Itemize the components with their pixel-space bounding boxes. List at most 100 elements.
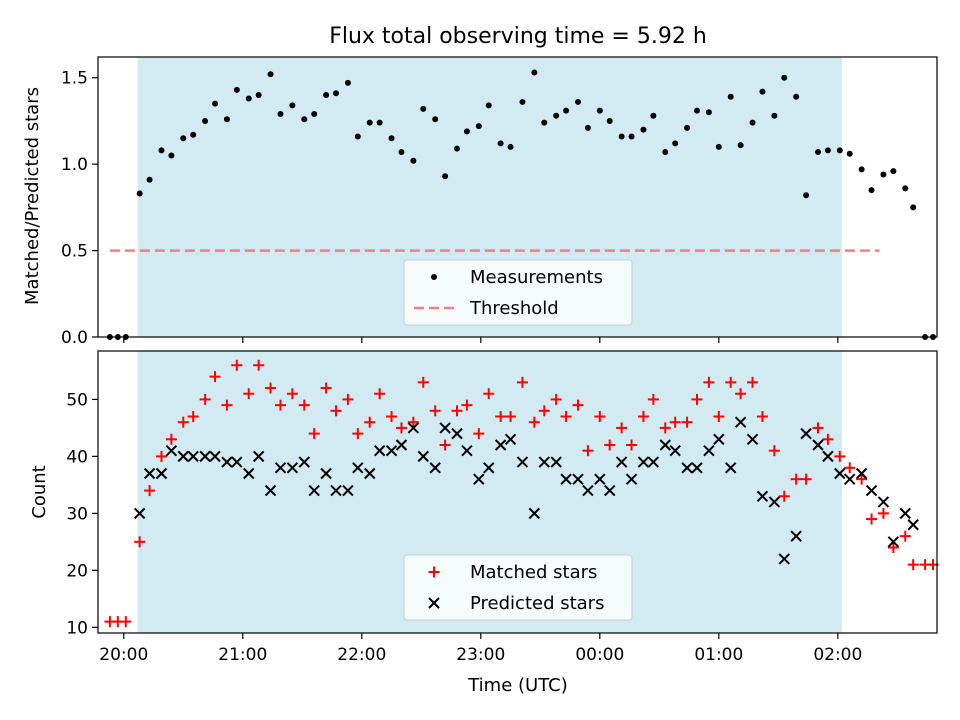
matched-stars-point bbox=[647, 393, 659, 405]
matched-stars-point bbox=[364, 416, 376, 428]
matched-stars-point bbox=[768, 445, 780, 457]
matched-stars-point bbox=[320, 382, 332, 394]
predicted-stars-point bbox=[865, 484, 878, 497]
predicted-stars-point bbox=[844, 473, 856, 485]
top-y-tick-label: 0.0 bbox=[61, 328, 88, 348]
measurements-point bbox=[628, 133, 635, 140]
predicted-stars-point bbox=[907, 519, 919, 531]
x-tick-label: 00:00 bbox=[575, 645, 624, 665]
measurements-point bbox=[136, 190, 143, 197]
measurements-point bbox=[650, 112, 657, 119]
predicted-stars-point bbox=[647, 456, 660, 468]
measurements-point bbox=[880, 171, 887, 178]
predicted-stars-point bbox=[594, 473, 606, 485]
measurements-point bbox=[255, 92, 262, 99]
predicted-stars-point bbox=[734, 416, 747, 428]
matched-stars-point bbox=[407, 416, 419, 428]
predicted-stars-point bbox=[373, 444, 386, 457]
matched-stars-point bbox=[659, 422, 671, 434]
predicted-stars-point bbox=[286, 462, 299, 474]
matched-stars-point bbox=[691, 393, 703, 405]
bottom-y-axis-label: Count bbox=[29, 465, 50, 518]
matched-stars-point bbox=[778, 490, 790, 502]
matched-stars-point bbox=[155, 450, 167, 462]
x-tick-label: 22:00 bbox=[337, 645, 386, 665]
x-tick-label: 23:00 bbox=[456, 645, 505, 665]
predicted-stars-point bbox=[822, 450, 834, 463]
measurements-point bbox=[672, 140, 679, 147]
predicted-stars-point bbox=[439, 422, 451, 434]
measurements-point bbox=[902, 185, 909, 192]
measurements-point bbox=[715, 143, 722, 150]
matched-stars-point bbox=[221, 399, 233, 411]
matched-stars-point bbox=[308, 428, 320, 440]
matched-stars-point bbox=[386, 411, 398, 423]
matched-stars-point bbox=[582, 445, 594, 457]
predicted-stars-point bbox=[417, 450, 429, 463]
predicted-stars-point bbox=[298, 456, 310, 468]
measurements-point bbox=[584, 124, 591, 131]
measurements-point bbox=[824, 147, 831, 154]
x-tick-label: 02:00 bbox=[813, 645, 862, 665]
matched-stars-point bbox=[844, 462, 856, 474]
measurements-point bbox=[245, 95, 252, 102]
measurements-point bbox=[388, 135, 395, 142]
matched-stars-point bbox=[887, 542, 899, 554]
measurements-point bbox=[301, 116, 308, 123]
matched-stars-point bbox=[199, 393, 211, 405]
predicted-stars-point bbox=[877, 496, 890, 508]
measurements-point bbox=[454, 145, 461, 152]
predicted-stars-point bbox=[264, 484, 277, 497]
measurements-point bbox=[541, 119, 548, 126]
matched-stars-point bbox=[899, 530, 911, 542]
matched-stars-point bbox=[528, 416, 540, 428]
measurements-point bbox=[640, 126, 647, 133]
matched-stars-point bbox=[703, 376, 715, 388]
measurements-point bbox=[858, 166, 865, 173]
predicted-stars-point bbox=[572, 473, 584, 485]
predicted-stars-point bbox=[155, 467, 168, 480]
matched-stars-point bbox=[265, 382, 277, 394]
matched-stars-point bbox=[144, 485, 156, 497]
measurements-point bbox=[684, 124, 691, 131]
measurements-point bbox=[354, 133, 361, 140]
measurements-point bbox=[497, 140, 504, 147]
predicted-stars-point bbox=[187, 450, 199, 463]
bottom-y-tick-label: 30 bbox=[66, 504, 88, 524]
measurements-point bbox=[737, 142, 744, 149]
top-y-tick-label: 1.5 bbox=[61, 69, 88, 89]
matched-stars-point bbox=[231, 359, 243, 371]
matched-stars-point bbox=[253, 359, 265, 371]
matched-stars-point bbox=[856, 473, 868, 485]
predicted-stars-point bbox=[669, 444, 681, 457]
measurements-point bbox=[410, 157, 417, 164]
matched-stars-point bbox=[495, 411, 507, 423]
predicted-stars-point bbox=[703, 444, 715, 457]
predicted-stars-point bbox=[395, 439, 408, 451]
measurements-point bbox=[705, 109, 712, 116]
measurements-point bbox=[553, 112, 560, 119]
measurements-point bbox=[267, 71, 274, 78]
measurements-point bbox=[606, 117, 613, 124]
top-y-tick-label: 1.0 bbox=[61, 155, 88, 175]
predicted-stars-point bbox=[582, 484, 594, 497]
matched-stars-point bbox=[461, 399, 473, 411]
top-panel: 0.0 0.5 1.0 1.5 Measurements Threshold bbox=[61, 56, 938, 348]
predicted-stars-point bbox=[604, 484, 616, 497]
predicted-stars-point bbox=[209, 450, 221, 463]
matched-stars-point bbox=[417, 376, 429, 388]
predicted-stars-point bbox=[473, 473, 485, 485]
matched-stars-point bbox=[286, 388, 298, 400]
measurements-point bbox=[289, 102, 296, 109]
predicted-stars-point bbox=[231, 456, 243, 468]
matched-stars-point bbox=[594, 411, 606, 423]
matched-stars-point bbox=[538, 405, 550, 417]
matched-stars-point bbox=[572, 399, 584, 411]
matched-stars-point bbox=[812, 422, 824, 434]
predicted-stars-point bbox=[746, 433, 759, 446]
matched-stars-point bbox=[177, 416, 189, 428]
predicted-stars-point bbox=[385, 444, 398, 457]
predicted-stars-point bbox=[429, 462, 441, 474]
matched-stars-point bbox=[483, 388, 495, 400]
